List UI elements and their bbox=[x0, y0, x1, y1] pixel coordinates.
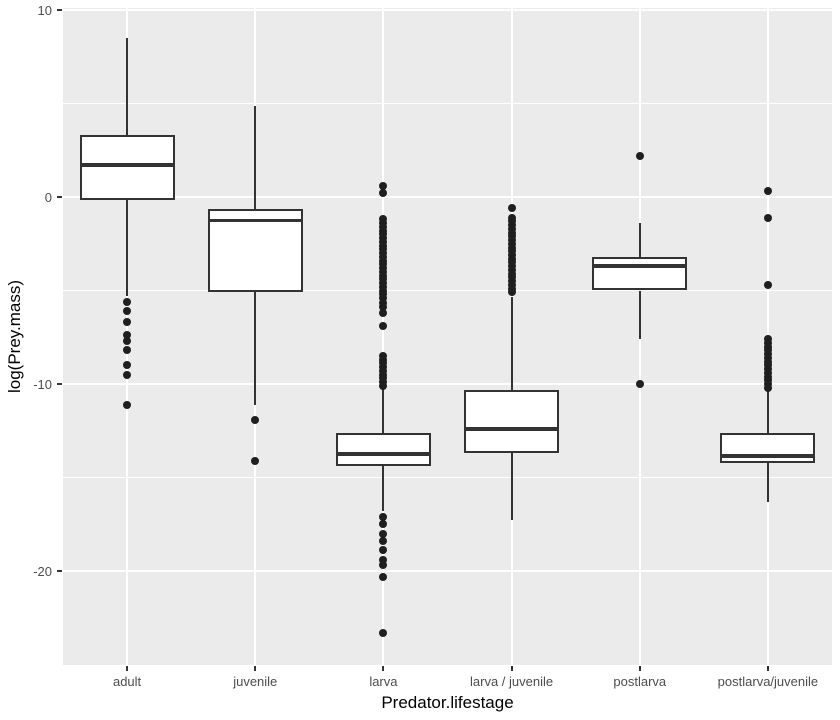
x-tick-label: larva / juvenile bbox=[470, 674, 554, 689]
x-tick-mark bbox=[126, 666, 129, 671]
lower-whisker bbox=[766, 462, 769, 502]
upper-whisker bbox=[766, 387, 769, 433]
y-tick-mark bbox=[57, 9, 62, 12]
x-axis-title: Predator.lifestage bbox=[381, 693, 514, 712]
y-tick-label: 10 bbox=[37, 3, 52, 19]
y-tick-mark bbox=[57, 569, 62, 572]
x-tick-label: adult bbox=[112, 674, 142, 689]
outlier-point bbox=[123, 307, 132, 316]
plot-panel bbox=[63, 8, 832, 665]
y-axis-title: log(Prey.mass) bbox=[5, 279, 25, 394]
upper-whisker bbox=[254, 106, 257, 210]
outlier-point bbox=[379, 546, 388, 555]
outlier-point bbox=[507, 288, 516, 297]
x-tick-mark bbox=[766, 666, 769, 671]
median-line bbox=[592, 264, 688, 268]
x-tick-mark bbox=[254, 666, 257, 671]
outlier-point bbox=[635, 379, 644, 388]
upper-whisker bbox=[638, 223, 641, 257]
box-iqr bbox=[79, 135, 175, 200]
median-line bbox=[79, 163, 175, 167]
minor-gridline bbox=[63, 290, 832, 291]
outlier-point bbox=[635, 151, 644, 160]
median-line bbox=[207, 218, 303, 223]
lower-whisker bbox=[510, 453, 513, 521]
y-tick-mark bbox=[57, 382, 62, 385]
box-iqr bbox=[720, 432, 816, 463]
outlier-point bbox=[379, 537, 388, 546]
outlier-point bbox=[379, 555, 388, 564]
y-tick-label: -10 bbox=[33, 376, 52, 392]
y-tick-label: 0 bbox=[44, 190, 52, 206]
outlier-point bbox=[763, 213, 772, 222]
outlier-point bbox=[379, 181, 388, 190]
outlier-point bbox=[123, 361, 132, 370]
outlier-point bbox=[251, 415, 260, 424]
lower-whisker bbox=[126, 199, 129, 297]
x-tick-mark bbox=[638, 666, 641, 671]
lower-whisker bbox=[254, 292, 257, 405]
outlier-point bbox=[379, 381, 388, 390]
x-tick-mark bbox=[510, 666, 513, 671]
lower-whisker bbox=[382, 466, 385, 512]
y-axis-title-wrap: log(Prey.mass) bbox=[0, 8, 30, 665]
outlier-point bbox=[379, 293, 388, 302]
outlier-point bbox=[379, 512, 388, 521]
category-gridline bbox=[382, 8, 385, 665]
y-tick-label: -20 bbox=[33, 563, 52, 579]
x-tick-label: postlarva/juvenile bbox=[717, 674, 819, 689]
median-line bbox=[464, 427, 560, 431]
upper-whisker bbox=[382, 386, 385, 433]
outlier-point bbox=[379, 628, 388, 637]
outlier-point bbox=[379, 529, 388, 538]
outlier-point bbox=[379, 189, 388, 198]
outlier-point bbox=[123, 346, 132, 355]
x-tick-label: juvenile bbox=[233, 674, 278, 689]
outlier-point bbox=[123, 297, 132, 306]
x-tick-mark bbox=[382, 666, 385, 671]
major-gridline bbox=[63, 569, 832, 572]
box-iqr bbox=[464, 389, 560, 454]
x-tick-label: larva bbox=[369, 674, 398, 689]
outlier-point bbox=[123, 370, 132, 379]
upper-whisker bbox=[510, 297, 513, 390]
box-iqr bbox=[335, 432, 431, 467]
outlier-point bbox=[379, 308, 388, 317]
box-iqr bbox=[207, 209, 303, 293]
outlier-point bbox=[763, 383, 772, 392]
minor-gridline bbox=[63, 103, 832, 105]
outlier-point bbox=[379, 561, 388, 570]
outlier-point bbox=[123, 336, 132, 345]
minor-gridline bbox=[63, 476, 832, 478]
outlier-point bbox=[379, 572, 388, 581]
major-gridline bbox=[63, 9, 832, 12]
outlier-point bbox=[379, 322, 388, 331]
lower-whisker bbox=[638, 290, 641, 340]
outlier-point bbox=[123, 400, 132, 409]
outlier-point bbox=[379, 520, 388, 529]
x-tick-label: postlarva bbox=[613, 674, 667, 689]
outlier-point bbox=[251, 456, 260, 465]
box-iqr bbox=[592, 256, 688, 291]
outlier-point bbox=[507, 204, 516, 213]
major-gridline bbox=[63, 196, 832, 199]
outlier-point bbox=[763, 280, 772, 289]
y-tick-mark bbox=[57, 196, 62, 199]
outlier-point bbox=[763, 187, 772, 196]
outlier-point bbox=[379, 298, 388, 307]
outlier-point bbox=[123, 318, 132, 327]
outlier-point bbox=[123, 331, 132, 340]
outlier-point bbox=[379, 303, 388, 312]
upper-whisker bbox=[126, 38, 129, 136]
major-gridline bbox=[63, 382, 832, 385]
median-line bbox=[720, 454, 816, 458]
median-line bbox=[335, 452, 431, 456]
